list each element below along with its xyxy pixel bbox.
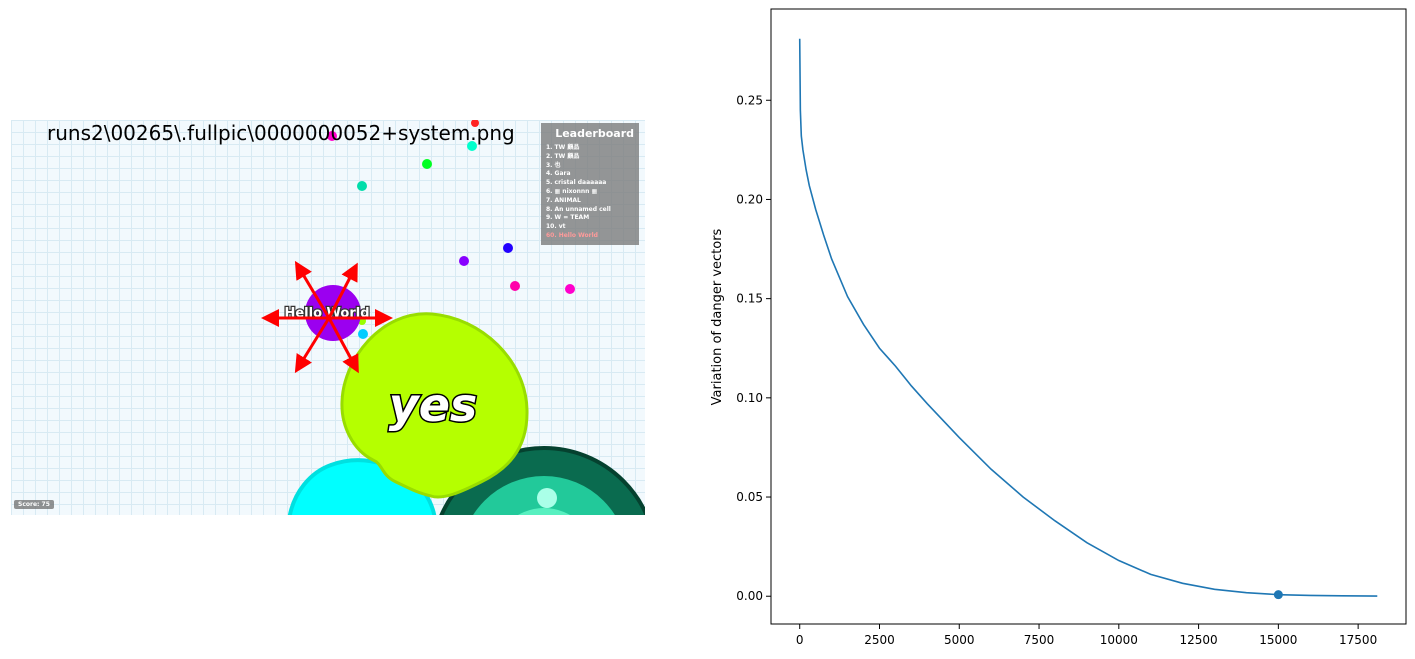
- game-screenshot: yes Hello World Leaderboard 1. TW 顧品 2. …: [11, 120, 645, 515]
- leaderboard-row-self: 60. Hello World: [546, 231, 598, 239]
- x-tick-label: 17500: [1339, 633, 1377, 647]
- series-marker: [1273, 590, 1283, 600]
- y-tick-label: 0.10: [736, 391, 763, 405]
- y-tick-label: 0.20: [736, 192, 763, 206]
- danger-arrow: [327, 262, 358, 319]
- leaderboard-row: 6. ▦ nixonnn ▦: [546, 187, 598, 195]
- score-badge: Score: 75: [14, 500, 54, 509]
- x-tick-label: 15000: [1259, 633, 1297, 647]
- food-pellet: [565, 284, 575, 294]
- x-tick-label: 10000: [1100, 633, 1138, 647]
- danger-arrow: [294, 260, 331, 319]
- game-scene: yes Hello World: [261, 120, 645, 515]
- x-tick-label: 2500: [864, 633, 895, 647]
- y-tick-label: 0.05: [736, 490, 763, 504]
- turtle-skin-pattern: [537, 488, 557, 508]
- leaderboard-row: 8. An unnamed cell: [546, 205, 611, 213]
- game-image-title: runs2\00265\.fullpic\0000000052+system.p…: [47, 121, 515, 145]
- leaderboard-row: 1. TW 顧品: [546, 144, 580, 151]
- y-tick-label: 0.15: [736, 292, 763, 306]
- y-axis-label: Variation of danger vectors: [710, 228, 725, 405]
- turtle-skin-pattern: [517, 508, 571, 515]
- food-pellet: [459, 256, 469, 266]
- danger-vector-arrows: [261, 260, 393, 374]
- food-pellet: [422, 159, 432, 169]
- leaderboard-row: 2. TW 顧品: [546, 152, 580, 160]
- leaderboard-title: Leaderboard: [555, 127, 634, 140]
- leaderboard-row: 9. W = TEAM: [546, 214, 590, 222]
- danger-arrow: [327, 317, 359, 374]
- leaderboard-row: 4. Gara: [546, 170, 571, 178]
- x-axis: 0 2500 5000 7500 10000 12500 15000 17500: [796, 624, 1377, 647]
- leaderboard-row: 5. cristal daaaaaa: [546, 179, 607, 187]
- big-cell-label: yes: [389, 378, 478, 432]
- y-axis: 0.00 0.05 0.10 0.15 0.20 0.25: [736, 93, 771, 603]
- food-pellet: [357, 181, 367, 191]
- food-pellet: [358, 329, 368, 339]
- food-pellet: [503, 243, 513, 253]
- x-tick-label: 12500: [1179, 633, 1217, 647]
- x-tick-label: 5000: [944, 633, 975, 647]
- y-tick-label: 0.25: [736, 93, 763, 107]
- big-cell: [340, 312, 529, 499]
- danger-arrow: [294, 317, 331, 374]
- plot-area: [770, 8, 1407, 625]
- x-tick-label: 0: [796, 633, 804, 647]
- food-pellet: [467, 141, 477, 151]
- leaderboard-row: 10. vt: [546, 223, 566, 231]
- leaderboard-row: 7. ANIMAL: [546, 196, 581, 204]
- leaderboard-row: 3. 也: [546, 161, 561, 169]
- danger-variation-chart: 0 2500 5000 7500 10000 12500 15000 17500 0.000.…: [710, 8, 1407, 647]
- food-pellet: [471, 120, 479, 127]
- x-tick-label: 7500: [1024, 633, 1055, 647]
- leaderboard: Leaderboard 1. TW 顧品 2. TW 顧品 3. 也 4. Ga…: [541, 123, 639, 245]
- food-pellet: [510, 281, 520, 291]
- y-tick-label: 0.00: [736, 589, 763, 603]
- series-line: [798, 38, 1378, 597]
- food-pellet: [327, 131, 337, 141]
